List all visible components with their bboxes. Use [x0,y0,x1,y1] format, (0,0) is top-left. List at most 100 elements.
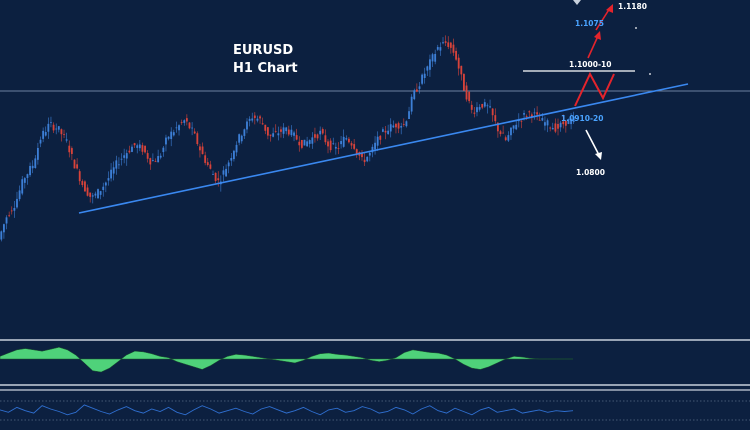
candle [89,192,92,203]
candle [97,188,99,199]
forecast-zigzag [574,71,615,107]
candle [269,134,272,142]
candle [452,38,455,56]
candle [99,190,102,200]
candle [264,124,267,135]
candle [564,120,567,133]
candle [413,88,416,101]
candle [16,191,18,209]
candle [316,133,319,141]
candle [149,157,152,170]
candle [528,110,531,118]
candle [507,131,510,143]
candle [118,157,120,170]
candle [70,146,73,161]
candle [175,121,178,133]
candle [65,132,68,143]
candle [94,191,97,199]
candle [31,160,34,174]
candle [162,145,165,157]
candle [261,117,264,125]
candle [468,91,471,104]
macd-histogram [0,347,573,373]
candle [36,142,39,165]
candle [293,130,295,142]
candle [557,118,559,136]
candle [206,157,209,167]
candle [311,132,314,149]
candle [133,142,136,149]
candle [102,182,105,197]
resistance-label: 1.1000-10 [569,60,612,69]
candle [34,155,37,169]
candle [68,140,71,158]
candle [86,184,89,197]
candle [476,102,478,117]
candle [63,129,65,138]
candle [308,139,311,148]
candle [21,175,24,196]
candle [60,128,63,142]
candle [154,158,157,163]
candle [57,126,60,133]
candle [340,135,342,149]
candle [434,49,437,65]
candle [303,139,306,146]
support-label: 1.0910-20 [561,114,604,123]
candle [248,116,251,127]
candle [470,100,473,114]
candle [478,104,481,112]
candle [159,153,162,160]
candle [240,134,243,144]
candle [423,67,426,84]
candle [227,160,230,174]
candle [389,118,392,138]
candle [188,121,191,130]
candle [355,148,358,158]
candle [26,173,29,185]
candle [18,185,21,202]
candle [246,118,248,134]
candle [274,124,277,133]
candle [23,176,26,189]
candle [504,135,507,142]
candle [554,118,557,134]
candle [559,120,562,132]
candle [253,112,256,125]
candle [235,141,238,157]
candle [436,44,439,51]
candle [73,159,76,169]
candle [376,131,379,151]
candle [572,111,575,125]
candle [387,124,390,135]
candle [81,179,84,188]
candle [374,136,376,155]
candle [3,223,5,239]
candle [366,156,369,163]
candle [483,98,486,108]
candle [405,120,408,128]
dot-marker [635,27,637,29]
candle [363,153,366,167]
candle [76,158,79,170]
candle [201,142,204,155]
candle [350,141,353,150]
candle [141,142,144,155]
candle [78,169,81,185]
candle [8,211,11,218]
candle [314,127,316,143]
top-marker-icon [573,0,581,5]
candle [183,119,186,126]
dot-marker [649,73,651,75]
candle [449,41,452,54]
candle [562,114,565,129]
target-label-2: 1.1180 [618,2,647,11]
candle [138,140,141,152]
candle [426,65,429,76]
candle [486,103,489,114]
candle [157,149,160,163]
candle [512,125,515,134]
candle [225,164,227,177]
candle [167,136,170,141]
